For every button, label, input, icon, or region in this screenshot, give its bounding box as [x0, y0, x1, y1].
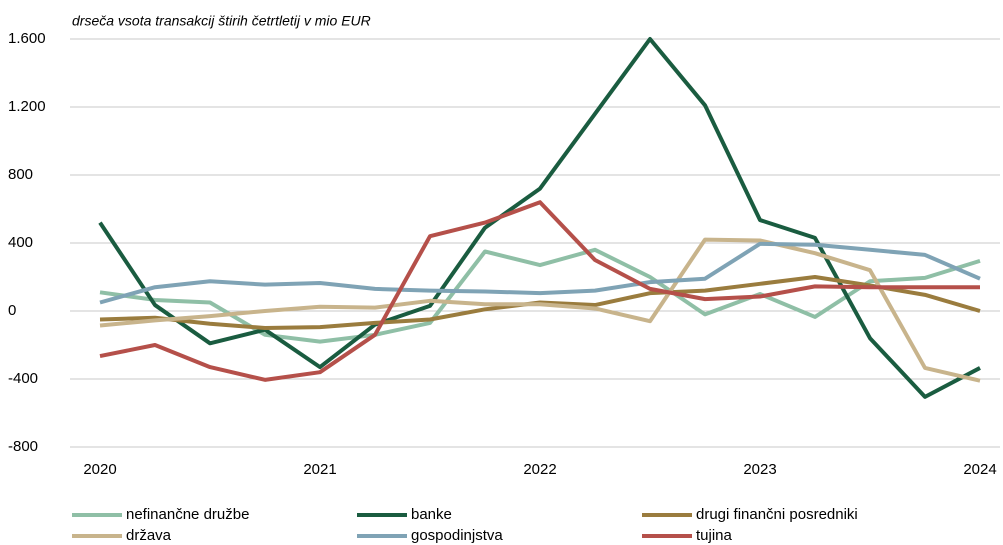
x-tick-label: 2023	[743, 461, 776, 478]
y-tick-label: 400	[8, 234, 33, 251]
series-line	[99, 237, 981, 383]
x-tick-label: 2024	[963, 461, 996, 478]
legend-label: drugi finančni posredniki	[696, 506, 858, 523]
y-tick-label: -400	[8, 370, 38, 387]
x-tick-label: 2022	[523, 461, 556, 478]
y-tick-label: 1.600	[8, 30, 46, 47]
legend-label: nefinančne družbe	[126, 506, 249, 523]
legend-label: tujina	[696, 527, 733, 544]
y-tick-label: 1.200	[8, 98, 46, 115]
legend-label: država	[126, 527, 172, 544]
y-tick-label: 800	[8, 166, 33, 183]
legend-label: banke	[411, 506, 452, 523]
series-line	[99, 241, 981, 305]
x-tick-label: 2021	[303, 461, 336, 478]
y-tick-label: 0	[8, 302, 16, 319]
series-line	[99, 247, 981, 344]
legend-label: gospodinjstva	[411, 527, 503, 544]
series-line	[98, 37, 981, 399]
y-tick-label: -800	[8, 438, 38, 455]
x-tick-label: 2020	[83, 461, 116, 478]
series-line	[99, 200, 980, 382]
chart-subtitle: drseča vsota transakcij štirih četrtleti…	[72, 13, 371, 29]
